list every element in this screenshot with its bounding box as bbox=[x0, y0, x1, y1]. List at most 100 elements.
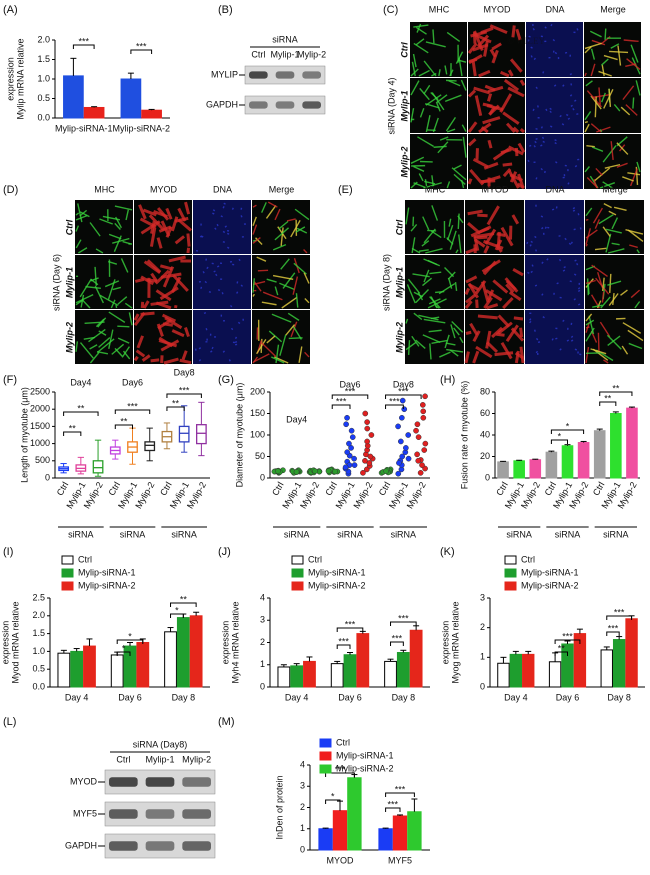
micrograph-texture bbox=[598, 214, 614, 225]
micrograph-texture bbox=[224, 225, 228, 228]
micrograph-texture bbox=[141, 354, 151, 362]
bar bbox=[612, 639, 626, 688]
panel-label: (G) bbox=[218, 374, 234, 386]
micrograph-texture bbox=[206, 266, 209, 270]
micrograph-texture bbox=[83, 336, 96, 340]
legend-swatch bbox=[61, 568, 74, 578]
legend-swatch bbox=[319, 751, 332, 761]
bar bbox=[626, 407, 638, 479]
dot bbox=[422, 440, 429, 447]
micrograph-texture bbox=[435, 101, 441, 112]
micrograph-texture bbox=[584, 42, 602, 50]
micrograph-texture bbox=[405, 318, 409, 324]
micrograph-texture bbox=[494, 239, 503, 251]
micrograph-texture bbox=[598, 70, 612, 77]
micrograph-cell bbox=[526, 134, 583, 189]
micrograph-texture bbox=[535, 127, 538, 130]
micrograph-texture bbox=[295, 226, 306, 233]
micrograph-texture bbox=[234, 336, 238, 340]
x-tick-label: Ctrl bbox=[55, 480, 71, 497]
dot bbox=[414, 451, 420, 458]
micrograph-texture bbox=[622, 85, 635, 101]
micrograph-texture bbox=[564, 237, 567, 241]
micrograph-texture bbox=[475, 345, 493, 359]
dot bbox=[342, 464, 349, 471]
micrograph-texture bbox=[85, 285, 101, 289]
y-tick-label: 2500 bbox=[30, 386, 50, 396]
micrograph-texture bbox=[230, 327, 234, 331]
group-axis-label: siRNA bbox=[555, 529, 581, 539]
bar bbox=[356, 633, 370, 688]
significance-bracket bbox=[166, 406, 185, 411]
micrograph-texture bbox=[471, 60, 477, 77]
micrograph-texture bbox=[544, 26, 547, 29]
micrograph-texture bbox=[431, 72, 437, 77]
micrograph-texture bbox=[281, 296, 298, 309]
lane-label: Mylip-2 bbox=[182, 754, 211, 764]
micrograph-texture bbox=[261, 301, 277, 306]
micrograph-texture bbox=[541, 227, 544, 230]
bar bbox=[141, 109, 162, 119]
micrograph-texture bbox=[177, 207, 187, 222]
micrograph-cell bbox=[193, 200, 251, 254]
micrograph-texture bbox=[460, 79, 467, 91]
y-tick-label: 1 bbox=[300, 823, 305, 833]
micrograph-texture bbox=[293, 262, 307, 275]
dot bbox=[422, 393, 428, 400]
micrograph-texture bbox=[290, 321, 298, 338]
micrograph-texture bbox=[595, 167, 603, 176]
micrograph-texture bbox=[228, 359, 231, 362]
micrograph-texture bbox=[227, 232, 230, 235]
micrograph-texture bbox=[265, 205, 277, 219]
y-axis-label: Myod mRNA relative bbox=[10, 601, 20, 683]
micrograph-texture bbox=[122, 350, 131, 360]
micrograph-texture bbox=[606, 334, 622, 350]
dot bbox=[293, 469, 300, 475]
significance-bracket bbox=[336, 627, 364, 632]
micrograph-texture bbox=[279, 334, 287, 356]
micrograph-texture bbox=[240, 215, 243, 218]
micrograph-texture bbox=[625, 104, 638, 116]
micrograph-texture bbox=[608, 210, 617, 216]
group-axis-label: siRNA bbox=[68, 529, 94, 539]
micrograph-texture bbox=[135, 349, 146, 358]
micrograph-texture bbox=[611, 217, 619, 230]
micrograph-texture bbox=[415, 26, 427, 35]
micrograph-texture bbox=[603, 359, 609, 364]
micrograph-texture bbox=[133, 355, 139, 362]
micrograph-texture bbox=[486, 93, 493, 102]
box bbox=[178, 425, 190, 443]
y-tick-label: 0 bbox=[300, 844, 305, 854]
y-tick-label: 3 bbox=[480, 592, 485, 602]
dot bbox=[362, 457, 368, 464]
micrograph-texture bbox=[478, 226, 490, 234]
micrograph-texture bbox=[449, 230, 457, 250]
micrograph-texture bbox=[465, 330, 472, 335]
blot-band bbox=[302, 71, 321, 79]
micrograph-texture bbox=[439, 351, 451, 358]
row-label: Ctrl bbox=[399, 42, 409, 58]
y-tick-label: 0 bbox=[485, 472, 490, 482]
bar bbox=[600, 649, 613, 688]
column-label: MHC bbox=[429, 4, 450, 14]
micrograph-texture bbox=[530, 240, 533, 244]
watermark: © WILEY bbox=[507, 36, 545, 46]
micrograph-texture bbox=[526, 241, 529, 245]
micrograph-texture bbox=[75, 293, 94, 304]
micrograph-texture bbox=[444, 266, 455, 278]
micrograph-texture bbox=[593, 179, 598, 189]
micrograph-texture bbox=[467, 282, 479, 299]
micrograph-texture bbox=[435, 305, 440, 309]
row-label: Mylip-2 bbox=[399, 146, 409, 177]
micrograph-texture bbox=[562, 84, 565, 87]
bar bbox=[136, 642, 150, 688]
y-tick-label: 0.5 bbox=[32, 664, 45, 674]
micrograph-texture bbox=[280, 227, 284, 246]
dot bbox=[368, 432, 375, 438]
micrograph-texture bbox=[527, 159, 530, 163]
dot bbox=[362, 410, 369, 417]
micrograph-texture bbox=[585, 319, 595, 326]
micrograph-texture bbox=[156, 207, 170, 221]
micrograph-texture bbox=[585, 229, 598, 239]
micrograph-texture bbox=[430, 92, 439, 101]
